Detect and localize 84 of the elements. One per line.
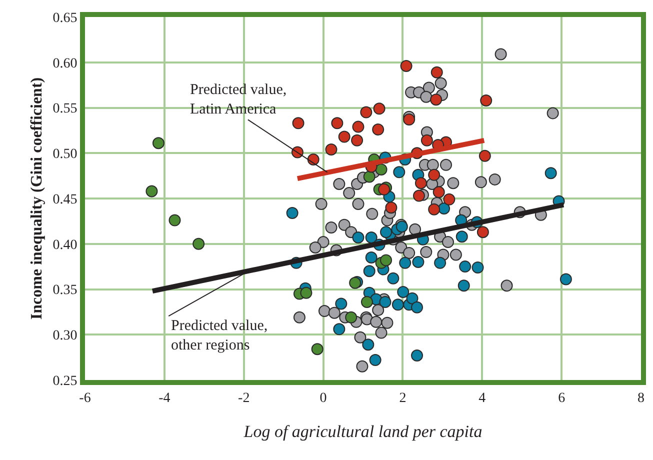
point: [458, 280, 470, 292]
point: [351, 134, 364, 146]
point: [292, 117, 304, 130]
point: [365, 232, 378, 244]
point: [544, 167, 557, 180]
point: [414, 177, 427, 190]
y-tick-label: 0.40: [52, 238, 78, 253]
y-tick-label: 0.25: [52, 374, 78, 389]
point: [360, 296, 373, 308]
x-tick-label: -4: [158, 390, 170, 406]
point: [325, 144, 338, 156]
point: [152, 137, 164, 150]
x-tick-label: 2: [399, 390, 406, 406]
point: [375, 163, 388, 176]
point: [338, 130, 350, 143]
annotation: Predicted value, Latin America: [190, 82, 287, 118]
point: [411, 350, 424, 362]
x-tick-label: 8: [638, 390, 644, 406]
point: [434, 256, 446, 269]
x-tick-label: 0: [320, 390, 327, 406]
y-axis-title: Income inequality (Gini coefficient): [28, 77, 46, 320]
y-tick-label: 0.35: [52, 283, 78, 298]
y-tick-label: 0.30: [52, 328, 78, 344]
point: [420, 134, 433, 146]
point: [300, 286, 312, 299]
y-tick-label: 0.65: [52, 10, 78, 26]
point: [286, 207, 298, 220]
y-tick-label: 0.60: [52, 56, 78, 72]
point: [362, 338, 374, 351]
point: [345, 311, 358, 324]
point: [560, 273, 572, 286]
point: [428, 168, 440, 181]
point: [352, 120, 364, 133]
y-tick-label: 0.45: [52, 192, 78, 208]
point: [380, 254, 392, 266]
point: [430, 94, 442, 106]
point: [363, 170, 376, 183]
x-tick-label: 6: [558, 390, 566, 406]
point: [379, 296, 392, 308]
point: [413, 190, 425, 202]
point: [392, 298, 404, 311]
point: [412, 256, 424, 268]
point: [311, 343, 324, 356]
point: [373, 102, 386, 115]
annotation: Predicted value, other regions: [171, 318, 268, 354]
x-tick-label: -6: [79, 390, 91, 406]
point: [168, 214, 181, 226]
point: [403, 114, 416, 126]
point: [456, 230, 468, 243]
point: [443, 193, 456, 206]
y-tick-label: 0.50: [52, 147, 78, 162]
point: [363, 265, 376, 278]
point: [307, 153, 320, 166]
point: [333, 323, 346, 336]
point: [476, 226, 489, 238]
point: [192, 238, 205, 250]
point: [459, 260, 472, 273]
point: [400, 60, 412, 72]
point: [397, 286, 410, 298]
point: [411, 301, 424, 314]
point: [478, 150, 491, 162]
point: [372, 124, 384, 136]
point: [369, 354, 382, 366]
point: [352, 232, 364, 244]
x-tick-label: 4: [478, 390, 486, 406]
y-tick-label: 0.55: [52, 102, 78, 117]
point: [406, 292, 418, 304]
x-axis-title: Log of agricultural land per capita: [242, 422, 482, 442]
point: [393, 166, 406, 178]
point: [335, 298, 348, 310]
point: [387, 272, 400, 284]
point: [428, 203, 440, 216]
point: [146, 185, 158, 198]
point: [432, 186, 445, 198]
point: [430, 66, 443, 78]
point: [385, 202, 398, 214]
point: [472, 261, 484, 274]
point: [360, 106, 372, 118]
point: [331, 117, 344, 130]
point: [380, 226, 392, 238]
point: [480, 94, 492, 106]
point: [399, 256, 412, 269]
point: [365, 251, 378, 264]
x-tick-label: -2: [238, 390, 250, 406]
